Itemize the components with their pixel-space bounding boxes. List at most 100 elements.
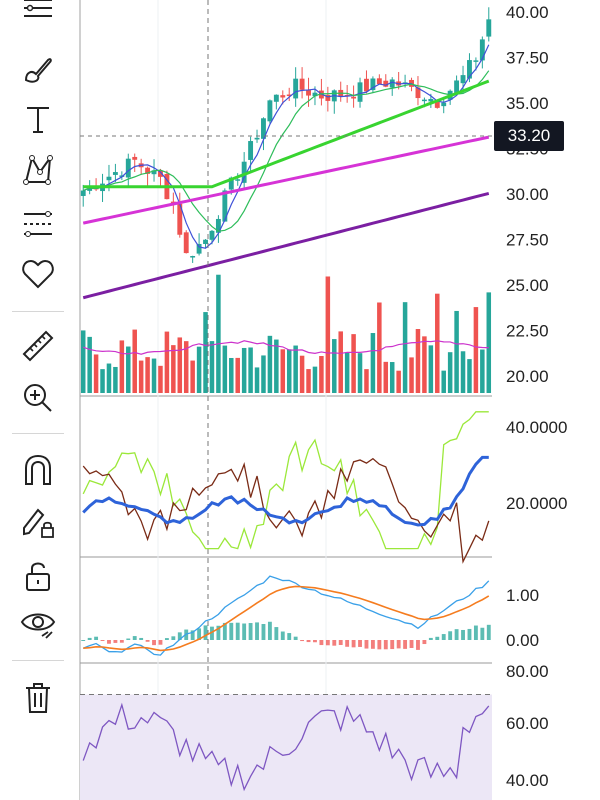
zoom-in-button[interactable]	[12, 376, 64, 420]
macd-histogram-bar	[467, 628, 472, 640]
candle-body	[215, 218, 221, 233]
indicator-axis-label: 40.0000	[506, 418, 567, 437]
candle-body	[177, 203, 183, 235]
candle-body	[312, 92, 318, 97]
price-axis-label: 30.00	[506, 185, 549, 204]
macd-axis-label: 0.00	[506, 631, 539, 650]
pattern-tool-button[interactable]	[12, 148, 64, 192]
macd-histogram-bar	[87, 637, 92, 640]
candle-body	[415, 87, 421, 99]
price-axis-label: 35.00	[506, 94, 549, 113]
measure-tool-button[interactable]	[12, 324, 64, 368]
macd-histogram-bar	[280, 631, 285, 640]
volume-bar	[454, 310, 459, 393]
macd-histogram-bar	[139, 637, 144, 640]
volume-bar	[409, 357, 414, 393]
ma-medium-line	[83, 70, 490, 232]
macd-histogram-bar	[158, 640, 163, 645]
indicator-signal-line	[82, 455, 489, 527]
candle-body	[280, 95, 286, 98]
macd-histogram-bar	[448, 631, 453, 640]
volume-bar	[261, 355, 266, 393]
candle-body	[441, 102, 447, 107]
unlock-button[interactable]	[12, 554, 64, 598]
volume-bar	[447, 352, 453, 393]
macd-histogram-bar	[435, 636, 440, 640]
candle-body	[286, 94, 292, 97]
volume-bar	[254, 367, 260, 393]
lines-tool-button[interactable]	[12, 0, 64, 34]
volume-bar	[113, 366, 118, 393]
volume-bar	[183, 341, 189, 393]
candle-body	[306, 90, 311, 96]
remove-drawings-button[interactable]	[12, 676, 64, 720]
candle-body	[267, 100, 273, 122]
volume-bar	[370, 333, 376, 393]
macd-histogram-bar	[261, 624, 266, 640]
macd-histogram-bar	[396, 640, 401, 649]
macd-histogram-bar	[293, 636, 298, 640]
candle-body	[325, 94, 331, 101]
candle-body	[486, 19, 492, 37]
lock-drawing-button[interactable]	[12, 500, 64, 544]
volume-bar	[138, 360, 144, 393]
macd-histogram-bar	[152, 640, 156, 646]
macd-histogram-bar	[203, 625, 208, 640]
candle-body	[479, 39, 485, 61]
macd-histogram-bar	[216, 625, 221, 640]
hide-drawings-button[interactable]	[12, 602, 64, 646]
macd-histogram-bar	[132, 636, 137, 640]
ma-100-line	[82, 135, 490, 225]
volume-bar	[312, 366, 318, 393]
volume-bar	[325, 276, 331, 393]
ma-short-line	[83, 44, 490, 249]
volume-bar	[229, 357, 234, 393]
candle-body	[158, 170, 163, 177]
candle-body	[357, 82, 363, 102]
indicator-axis-label: 20.0000	[506, 494, 567, 513]
drawing-toolbar	[0, 0, 78, 800]
macd-histogram-bar	[300, 640, 305, 642]
macd-histogram-bar	[441, 634, 446, 640]
macd-histogram-bar	[190, 630, 195, 640]
macd-histogram-bar	[370, 640, 375, 649]
macd-axis-label: 1.00	[506, 586, 539, 605]
volume-bar	[80, 330, 86, 393]
volume-bar	[119, 340, 125, 393]
volume-bar	[319, 356, 324, 393]
text-tool-button[interactable]	[12, 98, 64, 142]
volume-bar	[480, 349, 485, 393]
candle-body	[196, 243, 202, 254]
macd-histogram-bar	[319, 640, 324, 646]
macd-histogram-bar	[428, 637, 433, 640]
volume-bar	[293, 345, 298, 393]
price-axis-label: 22.50	[506, 322, 549, 341]
prediction-tool-button[interactable]	[12, 202, 64, 246]
macd-histogram-bar	[242, 623, 247, 640]
volume-bar	[383, 361, 389, 393]
magnet-mode-button[interactable]	[12, 448, 64, 492]
favorites-button[interactable]	[12, 252, 64, 296]
candle-body	[261, 118, 266, 139]
lines-icon	[24, 0, 52, 17]
macd-histogram-bar	[351, 640, 356, 648]
candle-body	[132, 156, 138, 160]
candle-body	[248, 141, 254, 160]
price-axis-label: 37.50	[506, 49, 549, 68]
volume-bar	[171, 345, 176, 393]
rsi-axis-label: 60.00	[506, 714, 549, 733]
candle-body	[203, 239, 208, 245]
ma-200-line	[82, 191, 490, 300]
volume-bar	[164, 331, 170, 393]
volume-bar	[389, 362, 395, 393]
candle-body	[370, 78, 376, 91]
macd-histogram-bar	[377, 640, 382, 650]
magnet-icon	[25, 454, 51, 485]
candle-body	[389, 79, 395, 88]
macd-histogram-bar	[422, 640, 427, 645]
brush-tool-button[interactable]	[12, 48, 64, 92]
macd-histogram-bar	[358, 640, 362, 647]
candle-body	[273, 94, 279, 102]
candle-body	[376, 78, 382, 85]
